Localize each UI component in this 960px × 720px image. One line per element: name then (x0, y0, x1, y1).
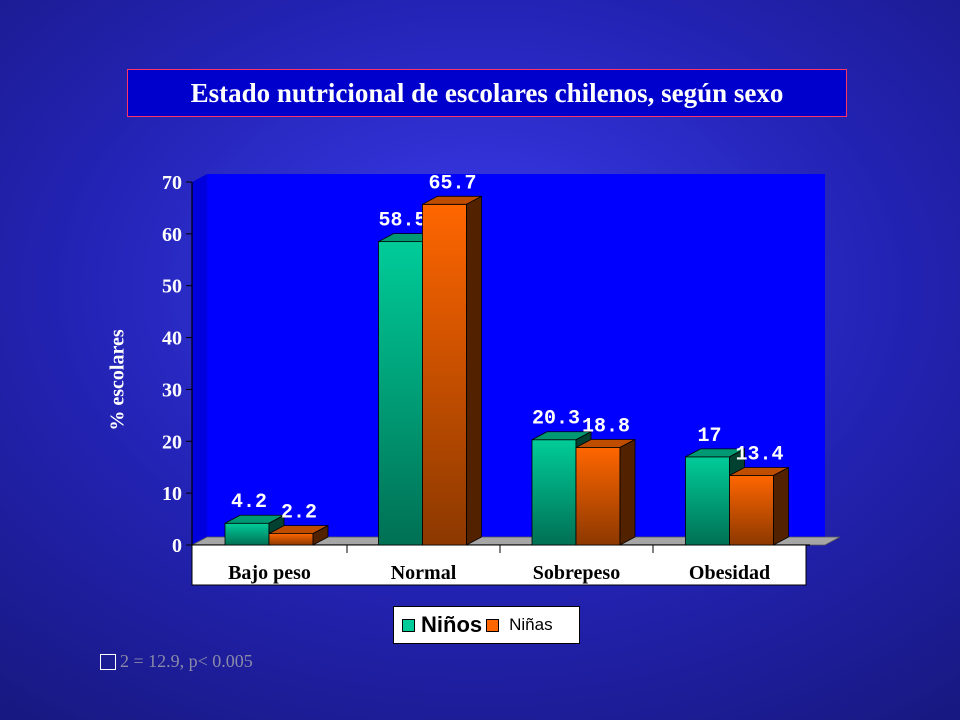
bar-Niñas-Obesidad (729, 475, 774, 546)
bar-Niñas-Normal (422, 203, 467, 546)
legend-item-ninos: Niños (402, 612, 482, 638)
data-label: 20.3 (532, 408, 580, 431)
data-label: 18.8 (582, 416, 630, 439)
bar-Niñas-Sobrepeso (575, 447, 621, 546)
y-tick-label: 0 (172, 535, 182, 557)
bar-side (312, 524, 329, 546)
bar-side (619, 438, 636, 546)
legend-label-ninas: Niñas (509, 615, 553, 634)
x-category-label: Obesidad (689, 562, 770, 584)
data-label: 2.2 (281, 502, 317, 525)
bar-Niños-Sobrepeso (531, 439, 577, 546)
legend-label-ninos: Niños (421, 612, 483, 637)
legend-swatch-ninos (402, 618, 415, 632)
bar-side (773, 466, 789, 546)
legend: Niños Niñas (393, 606, 580, 644)
chi-square-note: 2 = 12.9, p< 0.005 (100, 651, 253, 672)
bar-Niños-Normal (378, 241, 423, 546)
side-wall (192, 174, 207, 545)
y-tick-label: 20 (162, 431, 182, 453)
y-tick-label: 40 (162, 328, 182, 350)
x-category-label: Bajo peso (228, 562, 311, 584)
data-label: 65.7 (428, 172, 476, 195)
chi-square-text: 2 = 12.9, p< 0.005 (120, 651, 253, 671)
y-tick-label: 50 (162, 276, 182, 298)
bar-Niños-Obesidad (685, 456, 730, 546)
y-tick-label: 70 (162, 172, 182, 194)
bar-Niñas-Bajo peso (268, 533, 314, 546)
x-category-label: Normal (391, 562, 457, 584)
legend-swatch-ninas (486, 618, 500, 632)
bar-Niños-Bajo peso (224, 522, 270, 546)
x-category-label: Sobrepeso (533, 562, 620, 584)
chi-symbol-icon (100, 653, 116, 670)
legend-item-ninas: Niñas (486, 615, 553, 635)
bar-side (466, 195, 482, 546)
x-category-band (191, 544, 807, 586)
y-tick-label: 10 (162, 483, 182, 505)
y-tick-label: 60 (162, 224, 182, 246)
data-label: 4.2 (231, 491, 267, 514)
y-axis-label: % escolares (106, 329, 129, 431)
data-label: 13.4 (735, 444, 783, 467)
y-tick-label: 30 (162, 379, 182, 401)
data-label: 17 (697, 425, 721, 448)
chart-title: Estado nutricional de escolares chilenos… (127, 69, 847, 117)
data-label: 58.5 (378, 210, 426, 233)
